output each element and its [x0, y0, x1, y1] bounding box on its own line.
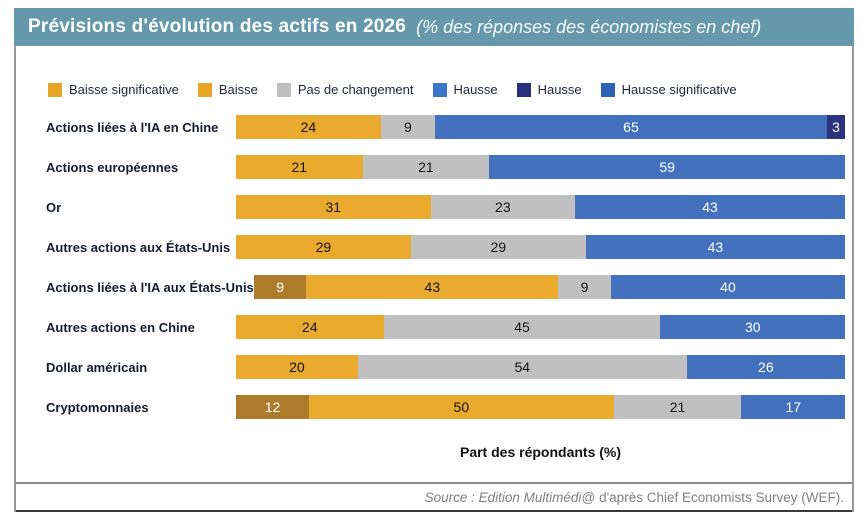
bar-segment: 24 — [236, 115, 381, 139]
row-label: Actions européennes — [46, 159, 179, 175]
row-label: Cryptomonnaies — [46, 399, 149, 415]
chart-card: Prévisions d'évolution des actifs en 202… — [14, 8, 854, 512]
legend-item-1: Baisse — [197, 82, 258, 97]
chart-row: Actions européennes 21 21 59 — [16, 155, 852, 179]
row-label: Actions liées à l'IA aux États-Unis — [46, 279, 254, 295]
page-title: Prévisions d'évolution des actifs en 202… — [28, 16, 407, 37]
legend-label: Baisse significative — [69, 82, 179, 97]
bar-track: 24 45 30 — [236, 315, 845, 339]
bar-segment: 43 — [575, 195, 845, 219]
bar-segment: 54 — [357, 355, 687, 379]
bar-track: 24 9 65 3 — [236, 115, 846, 139]
row-label: Autres actions en Chine — [46, 319, 195, 335]
legend-swatch-icon — [432, 82, 447, 97]
bar-segment: 50 — [309, 395, 614, 419]
row-label: Dollar américain — [46, 359, 148, 375]
bar-segment: 17 — [741, 395, 845, 419]
chart-row: Or 31 23 43 — [16, 195, 852, 219]
bar-track: 21 21 59 — [236, 155, 845, 179]
x-axis-label: Part des répondants (%) — [459, 444, 622, 460]
chart-row: Actions liées à l'IA aux États-Unis 9 43 9 4… — [16, 275, 852, 299]
bar-segment: 9 — [380, 115, 435, 139]
chart-header: Prévisions d'évolution des actifs en 202… — [14, 8, 854, 46]
bar-segment: 29 — [236, 235, 411, 259]
legend-swatch-icon — [48, 82, 62, 97]
legend-label: Hausse significative — [621, 82, 737, 97]
chart-row: Dollar américain 20 54 26 — [16, 355, 852, 379]
legend-swatch-icon — [197, 82, 212, 97]
row-label: Autres actions aux États-Unis — [46, 239, 231, 255]
bar-track: 29 29 43 — [236, 235, 845, 259]
legend-swatch-icon — [276, 82, 291, 97]
chart-row: Actions liées à l'IA en Chine 24 9 65 3 — [16, 115, 852, 139]
legend-label: Pas de changement — [297, 82, 414, 97]
bar-track: 12 50 21 17 — [236, 395, 845, 419]
bar-segment: 26 — [686, 355, 845, 379]
legend-item-4: Hausse — [516, 82, 582, 97]
bar-segment: 65 — [434, 115, 827, 139]
bar-segment: 45 — [383, 315, 661, 339]
chart-row: Autres actions en Chine 24 45 30 — [16, 315, 852, 339]
bar-segment: 59 — [489, 155, 845, 179]
legend-label: Baisse — [218, 82, 258, 97]
bar-segment: 29 — [410, 235, 586, 259]
bar-segment: 21 — [236, 155, 363, 179]
legend-swatch-icon — [600, 82, 615, 97]
spacer — [16, 461, 852, 482]
bar-segment: 21 — [613, 395, 742, 419]
chart-row: Autres actions aux États-Unis 29 29 43 — [16, 235, 852, 259]
row-label: Actions liées à l'IA en Chine — [46, 119, 219, 135]
chart-legend: Baisse significative Baisse Pas de changem… — [48, 82, 852, 97]
bar-segment: 40 — [610, 275, 846, 299]
legend-item-5: Hausse significative — [600, 82, 737, 97]
bar-segment: 23 — [430, 195, 576, 219]
legend-item-3: Hausse — [432, 82, 498, 97]
bar-track: 9 43 9 40 — [253, 275, 846, 299]
source-line: Source : Edition Multimédi@ d'après Chie… — [16, 482, 852, 512]
legend-label: Hausse — [537, 82, 582, 97]
chart-row: Cryptomonnaies 12 50 21 17 — [16, 395, 852, 419]
bar-segment: 30 — [660, 315, 845, 339]
legend-item-2: Pas de changement — [276, 82, 414, 97]
bar-segment: 3 — [826, 115, 846, 139]
bar-track: 20 54 26 — [236, 355, 845, 379]
bar-track: 31 23 43 — [236, 195, 845, 219]
bar-segment: 20 — [236, 355, 358, 379]
bar-segment: 12 — [236, 395, 310, 419]
legend-label: Hausse — [453, 82, 498, 97]
row-label: Or — [46, 199, 62, 215]
bar-segment: 43 — [306, 275, 559, 299]
bar-segment: 43 — [585, 235, 845, 259]
chart-body: Baisse significative Baisse Pas de changem… — [14, 46, 854, 512]
source-text: d'après Chief Economists Survey (WEF). — [599, 489, 844, 505]
page-subtitle: (% des réponses des économistes en chef) — [416, 16, 762, 37]
source-text-italic: Source : Edition Multimédi@ — [424, 489, 596, 505]
bar-rows: Actions liées à l'IA en Chine 24 9 65 3 Actio… — [16, 115, 852, 435]
bar-segment: 24 — [236, 315, 384, 339]
bar-segment: 9 — [253, 275, 307, 299]
legend-item-0: Baisse significative — [48, 82, 179, 97]
legend-swatch-icon — [516, 82, 531, 97]
bar-segment: 9 — [558, 275, 611, 299]
bar-segment: 31 — [236, 195, 431, 219]
bar-segment: 21 — [362, 155, 490, 179]
